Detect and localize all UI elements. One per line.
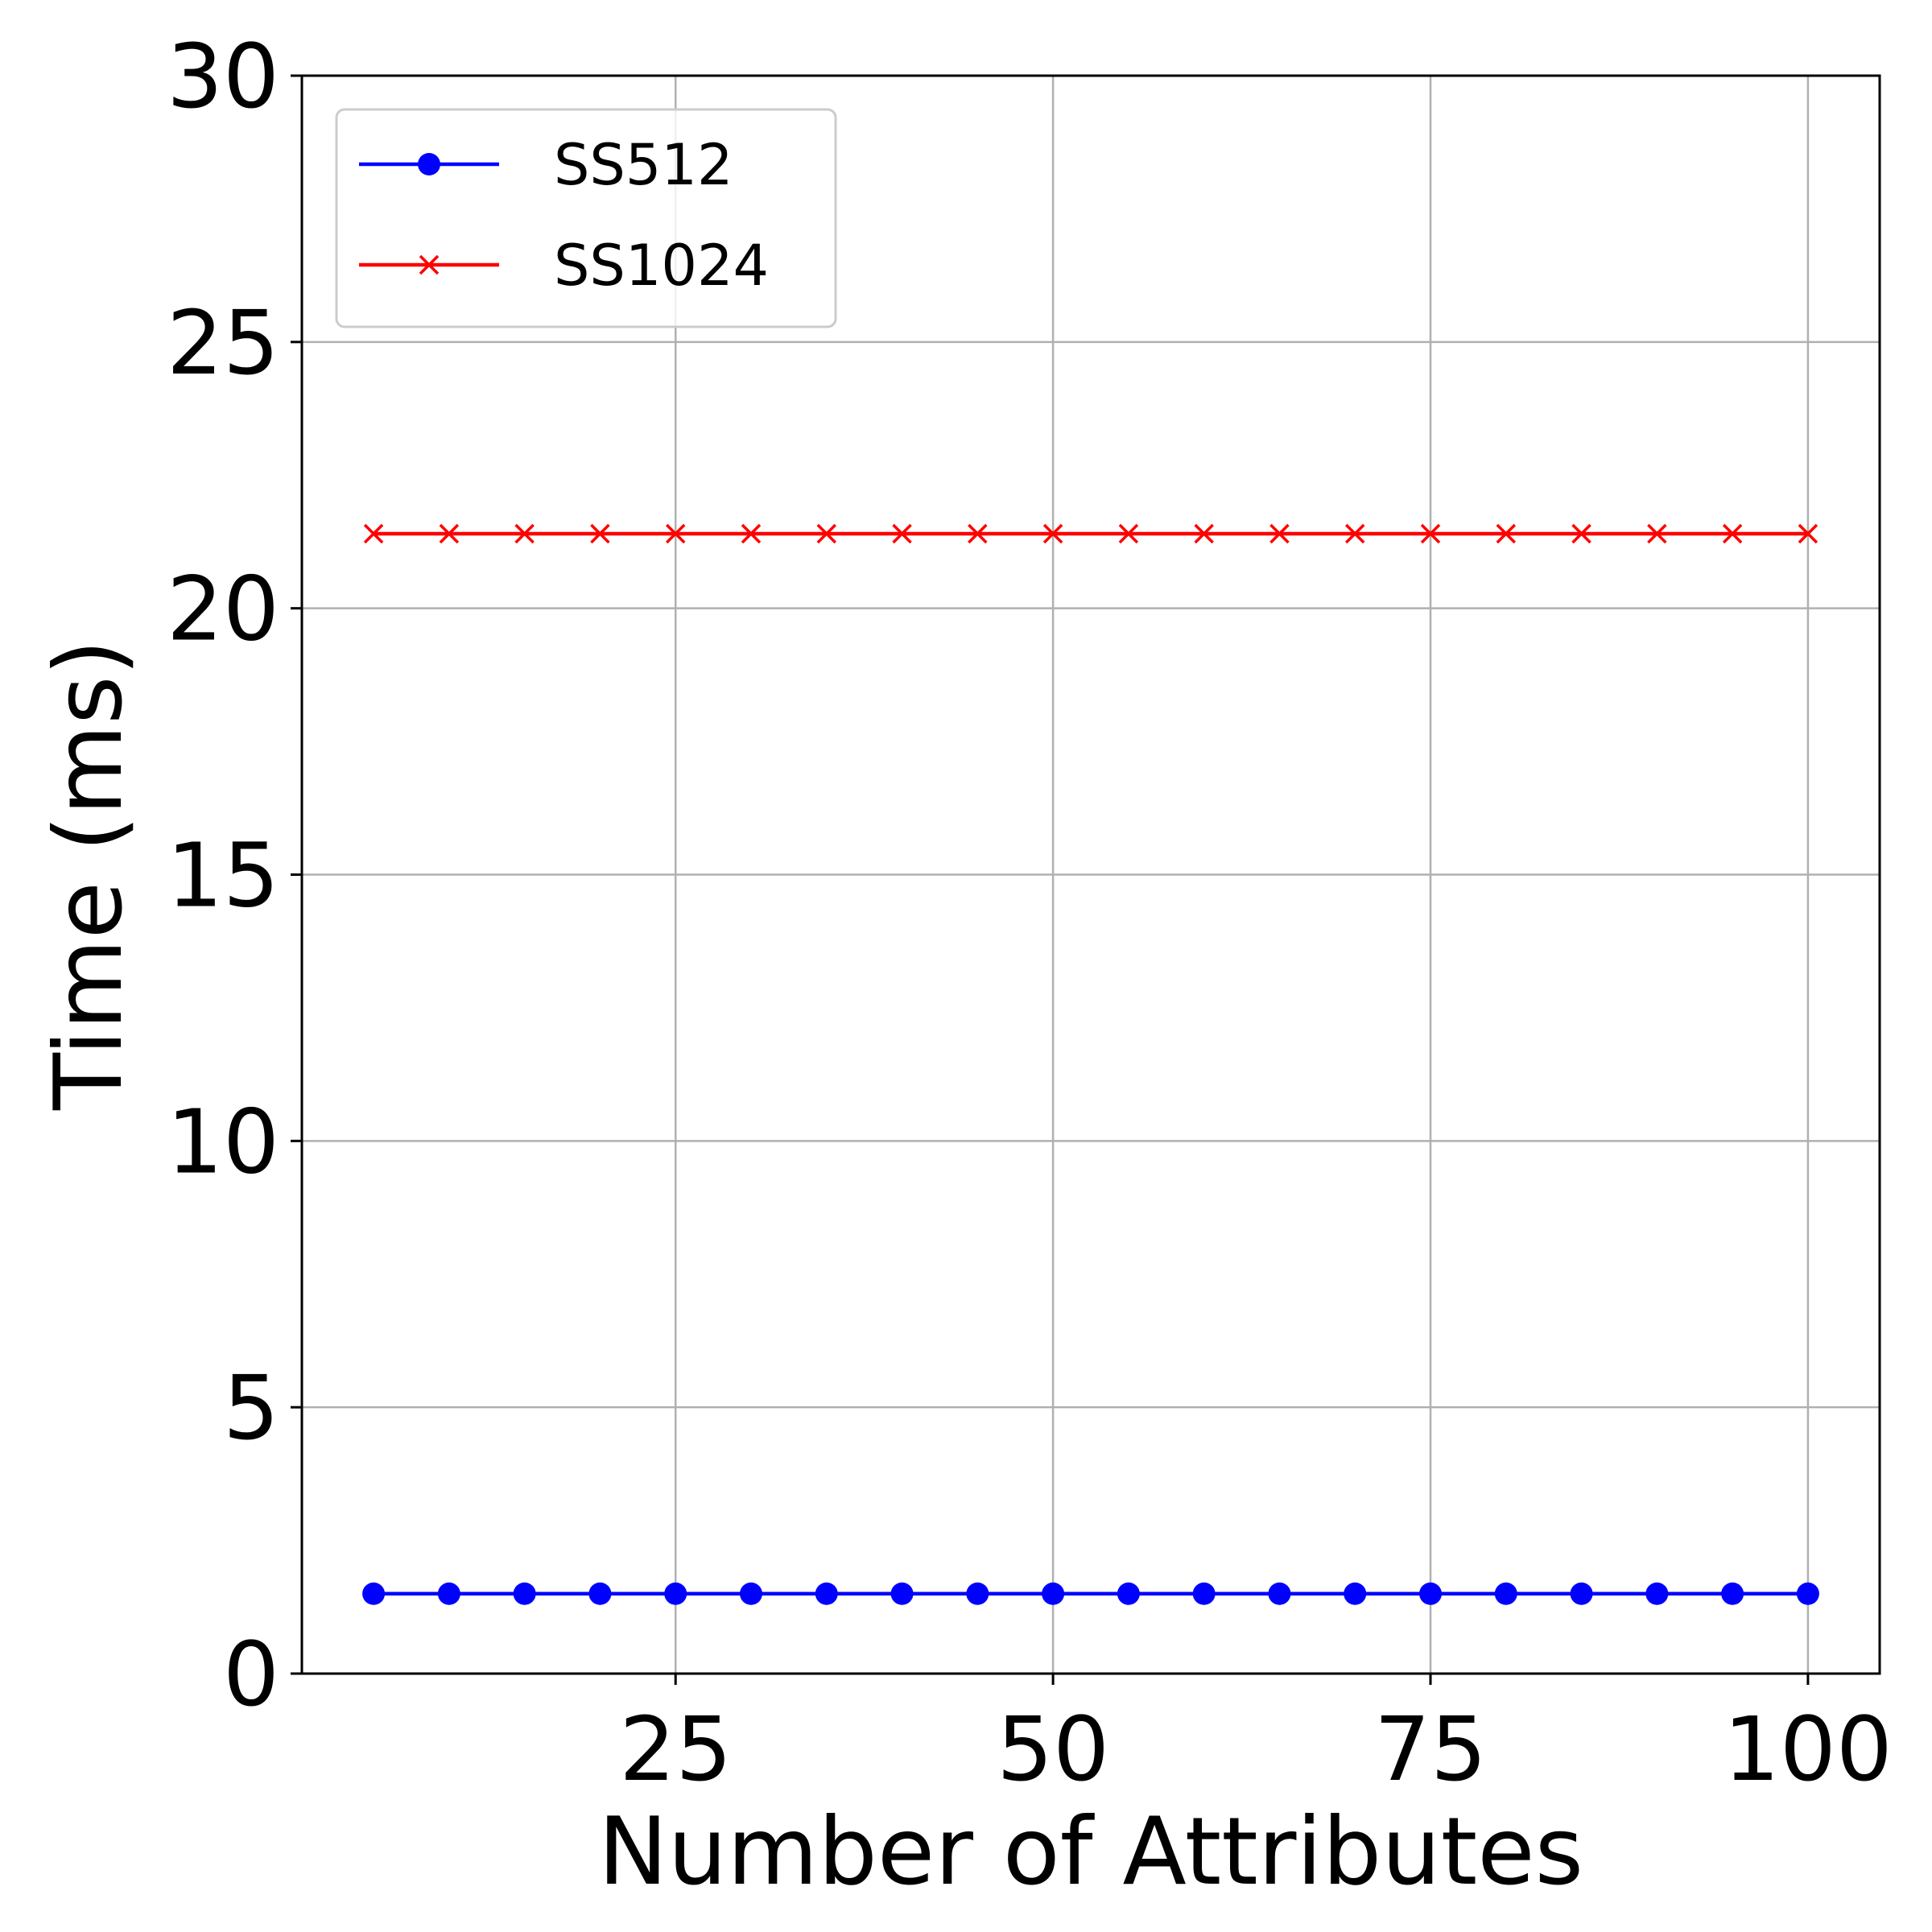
data-point: [590, 523, 610, 544]
series-ss512: [362, 1582, 1819, 1605]
axis-ticks: 25 50 75 100 0 5 10 15 20 25 30: [167, 25, 1893, 1801]
legend-label-ss512: SS512: [554, 132, 733, 198]
x-axis-label: Number of Attributes: [598, 1798, 1583, 1906]
plot-series: [362, 523, 1819, 1605]
data-point: [437, 1582, 460, 1605]
y-tick-label: 15: [167, 824, 279, 927]
legend-entry-ss1024: SS1024: [359, 233, 769, 299]
data-point: [892, 523, 912, 544]
data-point: [1722, 523, 1743, 544]
x-tick-label: 100: [1724, 1698, 1893, 1801]
data-point: [1042, 1582, 1065, 1605]
legend-marker-shape: [418, 153, 440, 175]
legend-entry-ss512: SS512: [359, 132, 733, 198]
data-point: [1420, 523, 1441, 544]
data-point: [739, 1582, 762, 1605]
data-point: [664, 1582, 687, 1605]
data-point: [1645, 1582, 1669, 1605]
data-point: [514, 523, 535, 544]
data-point: [1192, 1582, 1216, 1605]
x-tick-label: 50: [997, 1698, 1109, 1801]
x-tick-label: 75: [1374, 1698, 1487, 1801]
data-point: [1268, 1582, 1291, 1605]
data-point: [363, 523, 384, 544]
data-point: [1721, 1582, 1744, 1605]
data-point: [1269, 523, 1290, 544]
data-point: [1194, 523, 1214, 544]
y-tick-label: 5: [223, 1356, 279, 1459]
data-point: [1570, 1582, 1593, 1605]
legend: SS512 SS1024: [335, 108, 837, 328]
data-point: [890, 1582, 914, 1605]
data-point: [815, 1582, 838, 1605]
data-point: [362, 1582, 386, 1605]
y-tick-label: 30: [167, 25, 279, 128]
data-point: [439, 523, 460, 544]
data-point: [1796, 1582, 1819, 1605]
y-tick-label: 0: [223, 1623, 279, 1726]
legend-label-ss1024: SS1024: [554, 233, 769, 299]
y-tick-label: 20: [167, 558, 279, 661]
data-point: [968, 523, 988, 544]
data-point: [1571, 523, 1591, 544]
data-point: [1494, 1582, 1517, 1605]
legend-marker-shape: [419, 254, 440, 275]
y-tick-label: 25: [167, 291, 279, 394]
legend-marker-ss512: [418, 153, 440, 175]
data-point: [1419, 1582, 1443, 1605]
data-point: [665, 523, 686, 544]
data-point: [966, 1582, 989, 1605]
data-point: [513, 1582, 536, 1605]
data-point: [1117, 1582, 1140, 1605]
data-point: [1647, 523, 1667, 544]
data-point: [1798, 523, 1818, 544]
data-point: [1042, 523, 1063, 544]
data-point: [588, 1582, 612, 1605]
data-point: [816, 523, 837, 544]
y-tick-label: 10: [167, 1090, 279, 1193]
data-point: [741, 523, 762, 544]
data-point: [1118, 523, 1139, 544]
series-ss1024: [363, 523, 1818, 544]
y-axis-label: Time (ms): [35, 639, 143, 1111]
data-point: [1496, 523, 1517, 544]
x-tick-label: 25: [619, 1698, 732, 1801]
legend-marker-ss1024: [419, 254, 440, 275]
data-point: [1344, 1582, 1367, 1605]
data-point: [1344, 523, 1365, 544]
